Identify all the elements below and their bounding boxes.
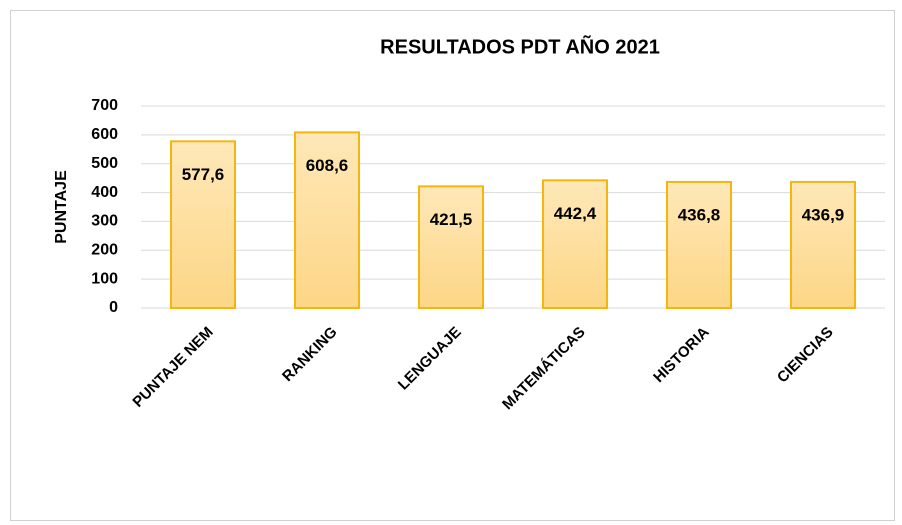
value-label: 608,6 bbox=[306, 156, 349, 175]
bar bbox=[790, 180, 856, 309]
chart-title: RESULTADOS PDT AÑO 2021 bbox=[380, 35, 660, 58]
y-tick-label: 200 bbox=[91, 242, 118, 259]
bar bbox=[542, 179, 608, 309]
bar bbox=[418, 185, 484, 309]
y-tick-label: 700 bbox=[91, 97, 118, 114]
y-tick-label: 500 bbox=[91, 155, 118, 172]
value-label: 436,9 bbox=[802, 205, 845, 224]
y-tick-label: 600 bbox=[91, 126, 118, 143]
y-axis-label: PUNTAJE bbox=[53, 170, 70, 244]
y-tick-label: 0 bbox=[109, 299, 118, 316]
bar bbox=[666, 180, 732, 309]
value-label: 577,6 bbox=[182, 165, 225, 184]
value-label: 442,4 bbox=[554, 204, 597, 223]
y-tick-label: 100 bbox=[91, 270, 118, 287]
value-label: 421,5 bbox=[430, 210, 473, 229]
value-label: 436,8 bbox=[678, 205, 721, 224]
y-tick-label: 300 bbox=[91, 213, 118, 230]
bar bbox=[170, 140, 236, 309]
y-tick-label: 400 bbox=[91, 184, 118, 201]
bar bbox=[294, 131, 360, 309]
